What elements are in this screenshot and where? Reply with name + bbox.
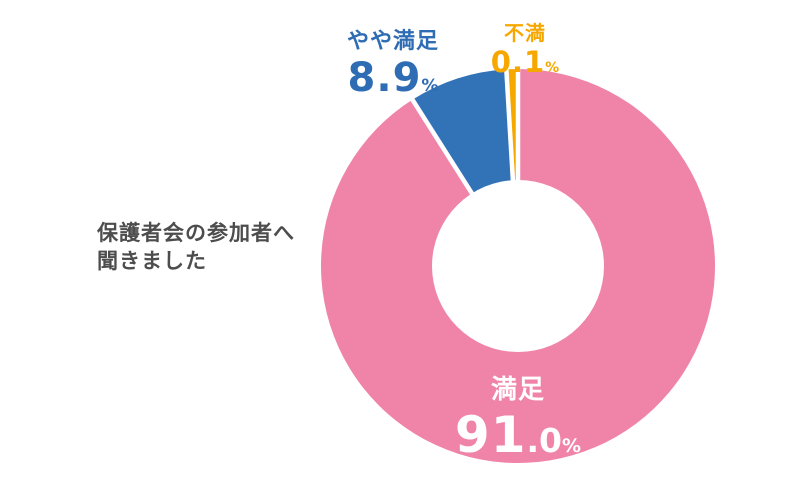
slice-label-manzoku: 満足 91.0% <box>368 369 668 460</box>
slice-label-yaya-manzoku: やや満足 8.9% <box>308 23 478 98</box>
value-percent: % <box>545 60 560 76</box>
value-large: 91 <box>454 406 527 464</box>
value-large: 0.1 <box>490 45 546 79</box>
slice-label-yaya-manzoku-value: 8.9% <box>308 58 478 98</box>
chart-title-line1: 保護者会の参加者へ <box>97 221 295 245</box>
slice-label-fuman-name: 不満 <box>504 21 546 45</box>
chart-title: 保護者会の参加者へ 聞きました <box>97 219 337 275</box>
slice-label-manzoku-value: 91.0% <box>368 410 668 460</box>
value-small: .0 <box>526 421 563 460</box>
slice-label-yaya-manzoku-name: やや満足 <box>346 29 439 54</box>
donut-hole <box>432 180 604 352</box>
chart-title-line2: 聞きました <box>97 249 207 273</box>
slice-label-fuman: 不満 0.1% <box>470 17 580 77</box>
value-large: 8.9 <box>347 55 422 101</box>
slice-label-fuman-value: 0.1% <box>470 48 580 77</box>
value-percent: % <box>562 435 582 457</box>
value-percent: % <box>421 76 439 96</box>
slice-label-manzoku-name: 満足 <box>490 375 545 405</box>
